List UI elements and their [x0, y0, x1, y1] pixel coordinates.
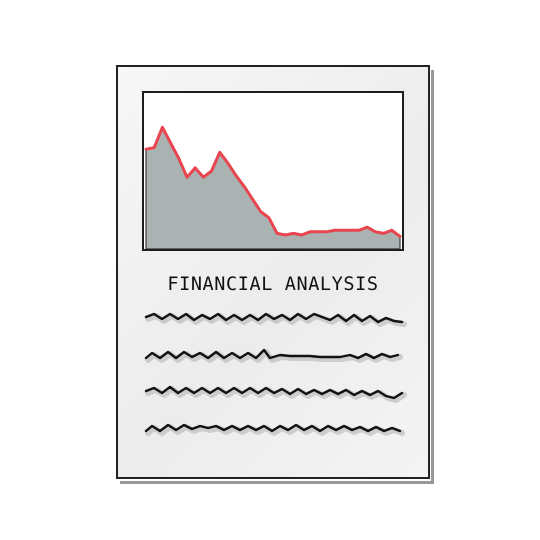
- chart-frame: [142, 91, 404, 251]
- area-chart: [144, 125, 402, 249]
- scribble-line-1: [144, 312, 407, 327]
- scribble-line-2: [144, 348, 403, 363]
- scribble-line-4: [144, 423, 405, 436]
- document-title: FINANCIAL ANALYSIS: [167, 274, 379, 295]
- chart-series-line: [144, 125, 402, 238]
- document-shadow: [120, 70, 434, 484]
- financial-report-document: FINANCIAL ANALYSIS: [116, 65, 430, 479]
- scribble-line-3: [144, 385, 407, 403]
